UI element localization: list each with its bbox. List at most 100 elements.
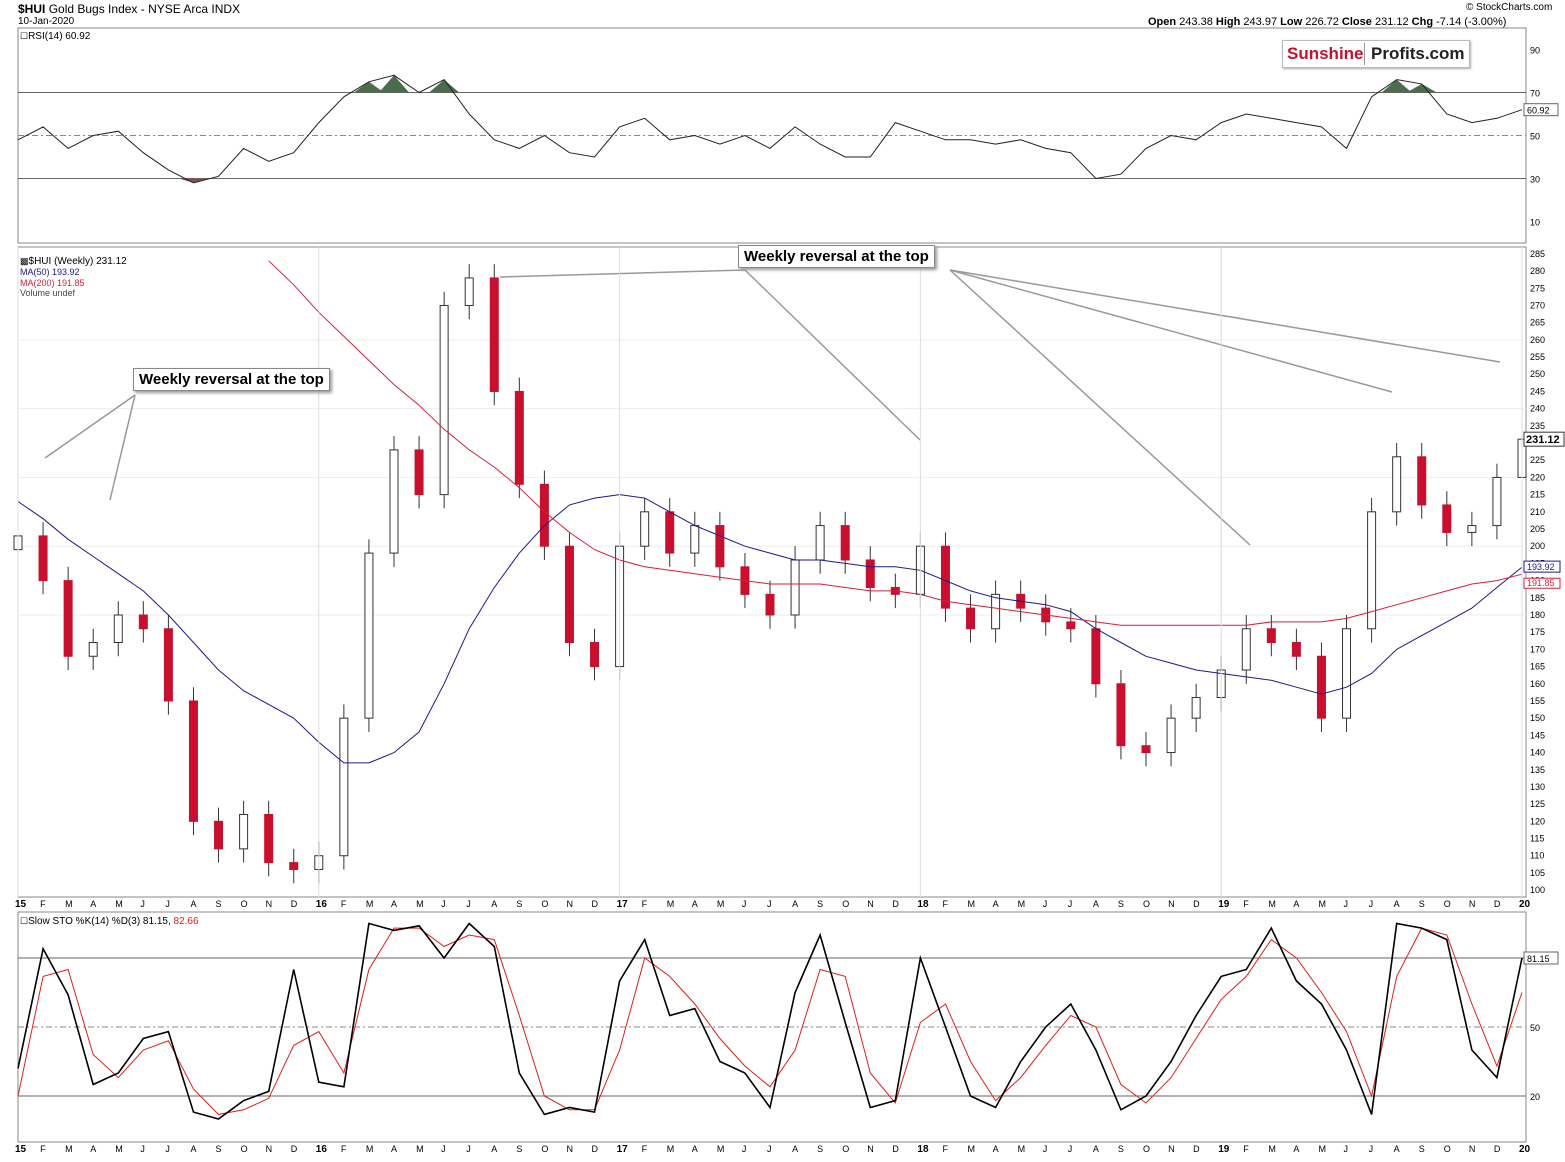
x-label-main: M	[667, 899, 675, 909]
x-label-main: J	[466, 899, 471, 909]
x-label-main: D	[592, 899, 599, 909]
candle-down	[1266, 628, 1276, 644]
candle-down	[163, 628, 173, 702]
price-tick-225: 225	[1530, 455, 1545, 465]
x-label-sto: J	[165, 1144, 170, 1154]
x-label-main: A	[692, 899, 698, 909]
x-label-main: F	[942, 899, 948, 909]
x-label-sto: F	[942, 1144, 948, 1154]
x-label-sto: D	[1494, 1144, 1501, 1154]
x-label-main: S	[216, 899, 222, 909]
x-label-sto: N	[1168, 1144, 1175, 1154]
x-label-main: A	[993, 899, 999, 909]
candle-down	[590, 642, 600, 668]
sto-indicator-icon: ☐	[20, 916, 29, 926]
x-label-main: A	[1293, 899, 1299, 909]
x-label-sto: O	[241, 1144, 248, 1154]
x-label-sto: M	[717, 1144, 725, 1154]
rsi-oversold-fill	[178, 178, 209, 183]
x-label-sto: J	[1369, 1144, 1374, 1154]
x-label-main: S	[516, 899, 522, 909]
price-tick-280: 280	[1530, 266, 1545, 276]
price-tick-110: 110	[1530, 851, 1544, 861]
sto-label-d-value: 82.66	[173, 916, 199, 927]
x-label-main: 15	[15, 899, 27, 910]
x-label-sto: A	[1093, 1144, 1099, 1154]
rsi-tick-30: 30	[1530, 175, 1540, 185]
price-tick-260: 260	[1530, 335, 1545, 345]
candle-down	[414, 449, 424, 496]
open-value: 243.38	[1179, 16, 1213, 28]
x-label-sto: S	[1419, 1144, 1425, 1154]
x-label-sto: J	[466, 1144, 471, 1154]
sto-label-text: Slow STO %K(14) %D(3) 81.15,	[28, 916, 171, 927]
x-label-sto: A	[491, 1144, 497, 1154]
x-label-main: N	[1469, 899, 1476, 909]
x-label-main: M	[1268, 899, 1276, 909]
rsi-tick-70: 70	[1530, 89, 1540, 99]
rsi-tick-10: 10	[1530, 218, 1540, 228]
main-legend-0: ▩$HUI (Weekly) 231.12	[20, 256, 127, 267]
candle-down	[840, 525, 850, 561]
ma200-value-tag-text: 191.85	[1527, 578, 1555, 588]
x-label-main: F	[1243, 899, 1249, 909]
price-tick-215: 215	[1530, 490, 1545, 500]
price-tick-130: 130	[1530, 782, 1545, 792]
x-label-sto: M	[667, 1144, 675, 1154]
candle-up	[364, 552, 374, 719]
close-label: Close	[1341, 16, 1372, 28]
x-label-sto: A	[190, 1144, 196, 1154]
candle-down	[1066, 621, 1076, 630]
price-tick-210: 210	[1530, 507, 1545, 517]
sto-label: ☐Slow STO %K(14) %D(3) 81.15, 82.66	[20, 916, 199, 927]
candle-up	[1467, 525, 1477, 533]
x-label-main: M	[968, 899, 976, 909]
ma50-line	[17, 494, 1523, 764]
logo-divider	[1364, 43, 1365, 65]
x-label-main: D	[1494, 899, 1501, 909]
x-label-sto: M	[65, 1144, 73, 1154]
candle-down	[264, 813, 274, 864]
ma200-line	[268, 260, 1523, 626]
price-tick-115: 115	[1530, 834, 1544, 844]
x-label-sto: M	[115, 1144, 123, 1154]
x-label-sto: D	[1193, 1144, 1200, 1154]
candle-down	[1291, 642, 1301, 657]
ohlc-readout: Open 243.38 High 243.97 Low 226.72 Close…	[1148, 16, 1506, 28]
panel-frame-main	[17, 246, 1527, 898]
logo-part1: Sunshine	[1287, 44, 1364, 63]
candle-up	[88, 642, 98, 657]
x-label-main: F	[642, 899, 648, 909]
x-label-sto: J	[1068, 1144, 1073, 1154]
x-label-sto: O	[1444, 1144, 1451, 1154]
x-label-sto: J	[767, 1144, 772, 1154]
candle-down	[1091, 628, 1101, 685]
rsi-label-text: RSI(14) 60.92	[28, 31, 91, 42]
x-label-main: O	[842, 899, 849, 909]
candle-down	[38, 535, 48, 582]
price-tick-220: 220	[1530, 472, 1545, 482]
x-label-main: J	[1369, 899, 1374, 909]
x-label-sto: N	[266, 1144, 273, 1154]
candle-down	[138, 614, 148, 630]
x-label-main: N	[266, 899, 273, 909]
x-label-sto: 16	[316, 1144, 328, 1155]
candle-down	[715, 525, 725, 568]
rsi-overbought-fill	[353, 81, 384, 93]
callout-pointer	[949, 269, 1251, 546]
x-label-main: J	[1043, 899, 1048, 909]
price-tick-155: 155	[1530, 696, 1545, 706]
candle-up	[389, 449, 399, 554]
x-label-main: O	[1444, 899, 1451, 909]
candle-down	[940, 545, 950, 609]
candle-up	[1367, 511, 1377, 630]
price-tick-140: 140	[1530, 748, 1545, 758]
x-label-sto: A	[1293, 1144, 1299, 1154]
open-label: Open	[1148, 16, 1177, 28]
rsi-tick-90: 90	[1530, 46, 1540, 56]
callout-top: Weekly reversal at the top	[738, 245, 935, 268]
price-value-tag	[1523, 431, 1565, 447]
x-label-main: 16	[316, 899, 328, 910]
x-label-main: 20	[1519, 899, 1531, 910]
